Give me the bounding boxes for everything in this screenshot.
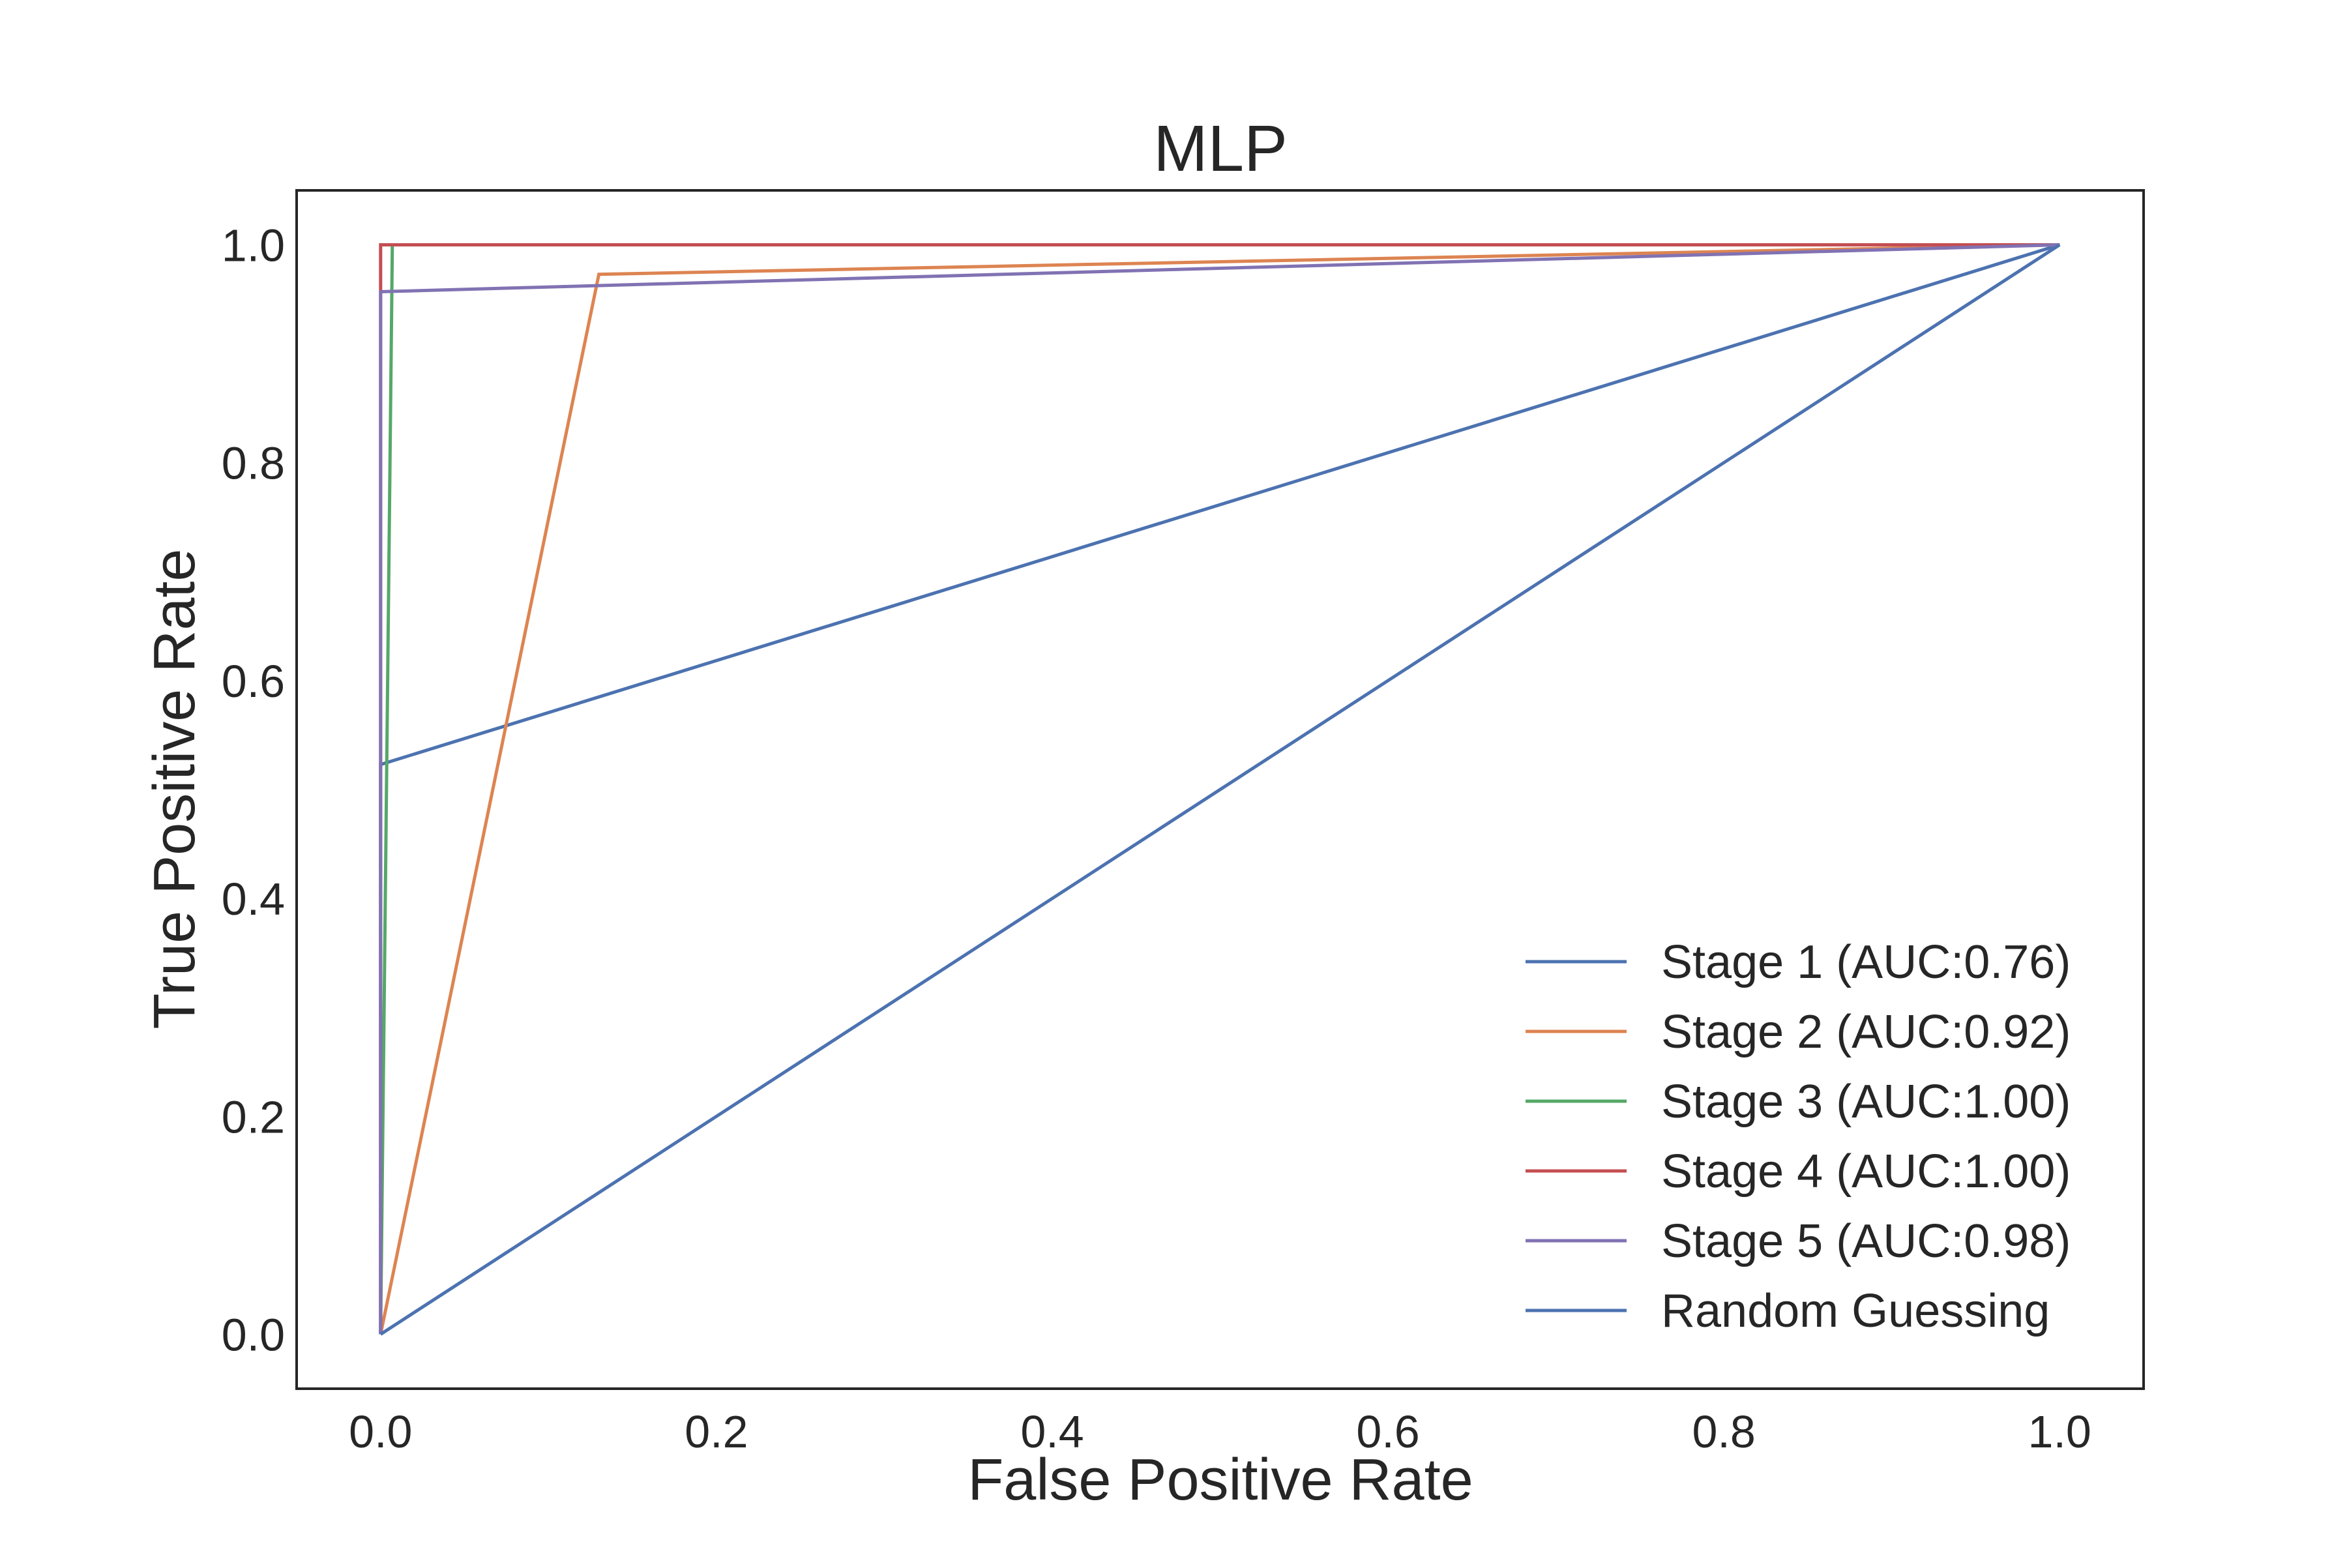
series-line-2	[379, 243, 2060, 1335]
y-tick-label: 1.0	[222, 220, 285, 271]
series-layer	[379, 243, 2061, 1336]
y-axis-label: True Positive Rate	[142, 549, 207, 1029]
chart-title: MLP	[1153, 112, 1288, 185]
x-tick-label: 0.4	[1020, 1406, 1084, 1457]
y-tick-labels: 0.0 0.2 0.4 0.6 0.8 1.0	[222, 220, 285, 1361]
legend-label-3: Stage 3 (AUC:1.00)	[1661, 1076, 2071, 1128]
legend: Stage 1 (AUC:0.76) Stage 2 (AUC:0.92) Stag…	[1526, 936, 2071, 1337]
x-tick-label: 0.8	[1692, 1406, 1755, 1457]
series-line-6	[379, 243, 2061, 1336]
x-tick-label: 0.2	[685, 1406, 748, 1457]
plot-frame	[295, 189, 2145, 1390]
legend-label-2: Stage 2 (AUC:0.92)	[1661, 1006, 2071, 1058]
x-tick-label: 1.0	[2028, 1406, 2091, 1457]
y-tick-label: 0.2	[222, 1091, 285, 1142]
x-axis-label: False Positive Rate	[967, 1447, 1473, 1513]
legend-label-5: Stage 5 (AUC:0.98)	[1661, 1215, 2071, 1267]
x-tick-label: 0.0	[349, 1406, 412, 1457]
y-tick-label: 0.6	[222, 656, 285, 707]
x-tick-labels: 0.0 0.2 0.4 0.6 0.8 1.0	[349, 1406, 2091, 1457]
y-tick-label: 0.0	[222, 1310, 285, 1361]
y-tick-label: 0.4	[222, 874, 285, 925]
x-tick-label: 0.6	[1356, 1406, 1419, 1457]
legend-label-1: Stage 1 (AUC:0.76)	[1661, 936, 2071, 988]
legend-label-6: Random Guessing	[1661, 1285, 2050, 1337]
legend-label-4: Stage 4 (AUC:1.00)	[1661, 1146, 2071, 1198]
series-line-5	[379, 243, 2060, 1335]
y-tick-label: 0.8	[222, 438, 285, 489]
